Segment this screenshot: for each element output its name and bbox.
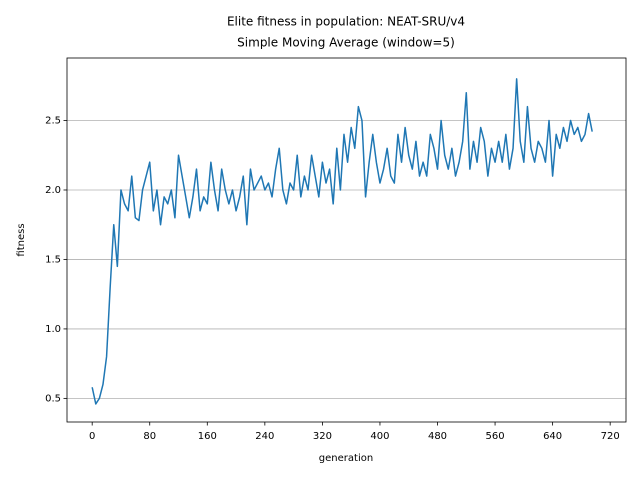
- y-tick-label: 0.5: [45, 393, 61, 404]
- y-tick-label: 2.5: [45, 116, 61, 127]
- x-tick-label: 80: [143, 431, 156, 442]
- chart-subtitle: Simple Moving Average (window=5): [237, 36, 455, 50]
- x-axis-label: generation: [319, 453, 373, 464]
- y-tick-label: 1.5: [45, 254, 61, 265]
- plot-frame: [66, 57, 627, 423]
- x-tick-label: 240: [255, 431, 274, 442]
- x-tick-label: 160: [198, 431, 217, 442]
- x-tick-label: 320: [313, 431, 332, 442]
- x-tick-label: 0: [89, 431, 95, 442]
- y-tick-label: 2.0: [45, 185, 61, 196]
- x-tick-label: 640: [543, 431, 562, 442]
- x-tick-label: 400: [370, 431, 389, 442]
- line: [91, 78, 593, 405]
- y-tick-label: 1.0: [45, 324, 61, 335]
- x-tick-label: 480: [428, 431, 447, 442]
- x-tick-label: 560: [486, 431, 505, 442]
- x-tick-label: 720: [601, 431, 620, 442]
- y-axis-label: fitness: [16, 223, 27, 256]
- chart-title: Elite fitness in population: NEAT-SRU/v4: [227, 15, 465, 29]
